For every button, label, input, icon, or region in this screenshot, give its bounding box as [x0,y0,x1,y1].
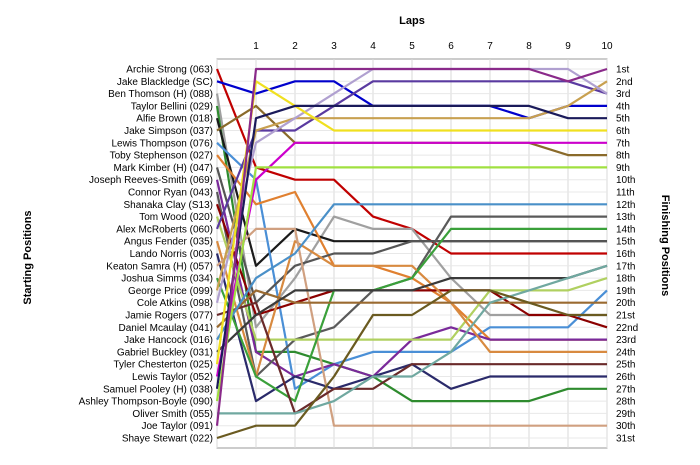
x-tick-labels: 1 2 3 4 5 6 7 8 9 10 [253,41,613,52]
series-line-12 [215,216,608,341]
finishing-position-label: 3rd [616,89,630,100]
x-tick-label: 7 [487,41,493,52]
starting-position-label: Gabriel Buckley (031) [117,347,213,358]
finishing-position-label: 19th [616,286,635,297]
finishing-position-label: 26th [616,372,635,383]
starting-position-label: Ben Thomson (H) (088) [108,89,213,100]
series-line-29 [215,67,608,426]
x-tick-label: 5 [409,41,415,52]
starting-position-label: Tom Wood (020) [139,212,213,223]
x-tick-label: 9 [565,41,571,52]
finishing-position-label: 13th [616,212,635,223]
finishing-position-label: 30th [616,421,635,432]
starting-position-label: Toby Stephenson (027) [110,151,213,162]
series-line-23 [216,264,608,353]
starting-position-label: Joe Taylor (091) [141,421,213,432]
starting-position-label: Tyler Chesterton (025) [114,360,214,371]
starting-position-label: Joshua Simms (034) [121,274,213,285]
finishing-position-label: 12th [616,200,635,211]
finishing-position-label: 4th [616,101,630,112]
finishing-position-label: 2nd [616,77,633,88]
series-line-8 [215,167,607,304]
series-line-25 [215,141,607,377]
finishing-position-label: 24th [616,347,635,358]
starting-position-label: Alfie Brown (018) [136,114,213,125]
finishing-position-label: 14th [616,224,635,235]
finishing-position-label: 20th [616,298,635,309]
series-line-13 [215,80,608,230]
finishing-position-label: 22nd [616,323,638,334]
x-tick-label: 6 [448,41,454,52]
starting-position-label: Cole Atkins (098) [137,298,213,309]
finishing-position-label: 16th [616,249,635,260]
finishing-position-labels: 1st2nd3rd4th5th6th7th8th9th10th11th12th1… [616,65,638,445]
starting-position-label: Angus Fender (035) [124,237,213,248]
finishing-position-label: 6th [616,126,630,137]
starting-position-label: Jake Hancock (016) [124,335,213,346]
finishing-position-label: 21st [616,311,635,322]
finishing-position-label: 11th [616,188,635,199]
starting-position-labels: Archie Strong (063)Jake Blackledge (SC)B… [79,65,213,445]
series-line-6 [216,142,608,390]
finishing-position-label: 7th [616,138,630,149]
finishing-position-label: 27th [616,384,635,395]
starting-position-label: Samuel Pooley (H) (038) [103,384,213,395]
starting-position-label: Lewis Thompson (076) [111,138,213,149]
starting-position-label: Lewis Taylor (052) [132,372,213,383]
finishing-position-label: 29th [616,409,635,420]
finishing-position-label: 5th [616,114,630,125]
x-tick-label: 10 [601,41,613,52]
x-tick-label: 1 [253,41,259,52]
series-line-26 [215,104,607,389]
series-line-14 [215,240,607,378]
finishing-position-label: 25th [616,360,635,371]
starting-position-label: Shanaka Clay (S13) [124,200,214,211]
starting-position-label: Alex McRoberts (060) [116,224,213,235]
starting-position-label: George Price (099) [128,286,213,297]
starting-position-label: Lando Norris (003) [130,249,213,260]
series-line-28 [217,264,608,415]
starting-position-label: Shaye Stewart (022) [122,434,213,445]
starting-position-label: Taylor Bellini (029) [131,101,213,112]
starting-position-label: Ashley Thompson-Boyle (090) [79,397,213,408]
x-tick-label: 4 [370,41,376,52]
series-line-24 [215,80,607,365]
finishing-position-label: 10th [616,175,635,186]
x-tick-label: 8 [526,41,532,52]
finishing-position-label: 18th [616,274,635,285]
left-axis-title: Starting Positions [22,210,34,304]
right-axis-title: Finishing Positions [659,195,671,296]
starting-position-label: Oliver Smith (055) [132,409,213,420]
series-line-22 [216,203,607,341]
series-line-16 [216,227,607,427]
starting-position-label: Jamie Rogers (077) [125,311,213,322]
series-line-17 [215,227,607,403]
x-tick-label: 2 [292,41,298,52]
starting-position-label: Jake Simpson (037) [124,126,213,137]
finishing-position-label: 28th [616,397,635,408]
finishing-position-label: 31st [616,434,635,445]
series-line-27 [215,166,607,402]
starting-position-label: Joseph Reeves-Smith (069) [89,175,213,186]
finishing-position-label: 15th [616,237,635,248]
series-line-30 [216,289,607,440]
starting-position-label: Mark Kimber (H) (047) [114,163,213,174]
finishing-position-label: 23rd [616,335,636,346]
starting-position-label: Daniel Mcaulay (041) [119,323,214,334]
finishing-position-label: 17th [616,261,635,272]
series-line-18 [215,80,608,291]
series-line-20 [216,301,607,415]
starting-position-label: Archie Strong (063) [126,65,213,76]
finishing-position-label: 9th [616,163,630,174]
starting-position-label: Connor Ryan (043) [128,188,213,199]
starting-position-label: Keaton Samra (H) (057) [106,261,213,272]
finishing-position-label: 1st [616,65,630,76]
series-lines [215,67,608,440]
finishing-position-label: 8th [616,151,630,162]
x-axis-title: Laps [399,15,425,27]
x-tick-label: 3 [331,41,337,52]
starting-position-label: Jake Blackledge (SC) [117,77,213,88]
